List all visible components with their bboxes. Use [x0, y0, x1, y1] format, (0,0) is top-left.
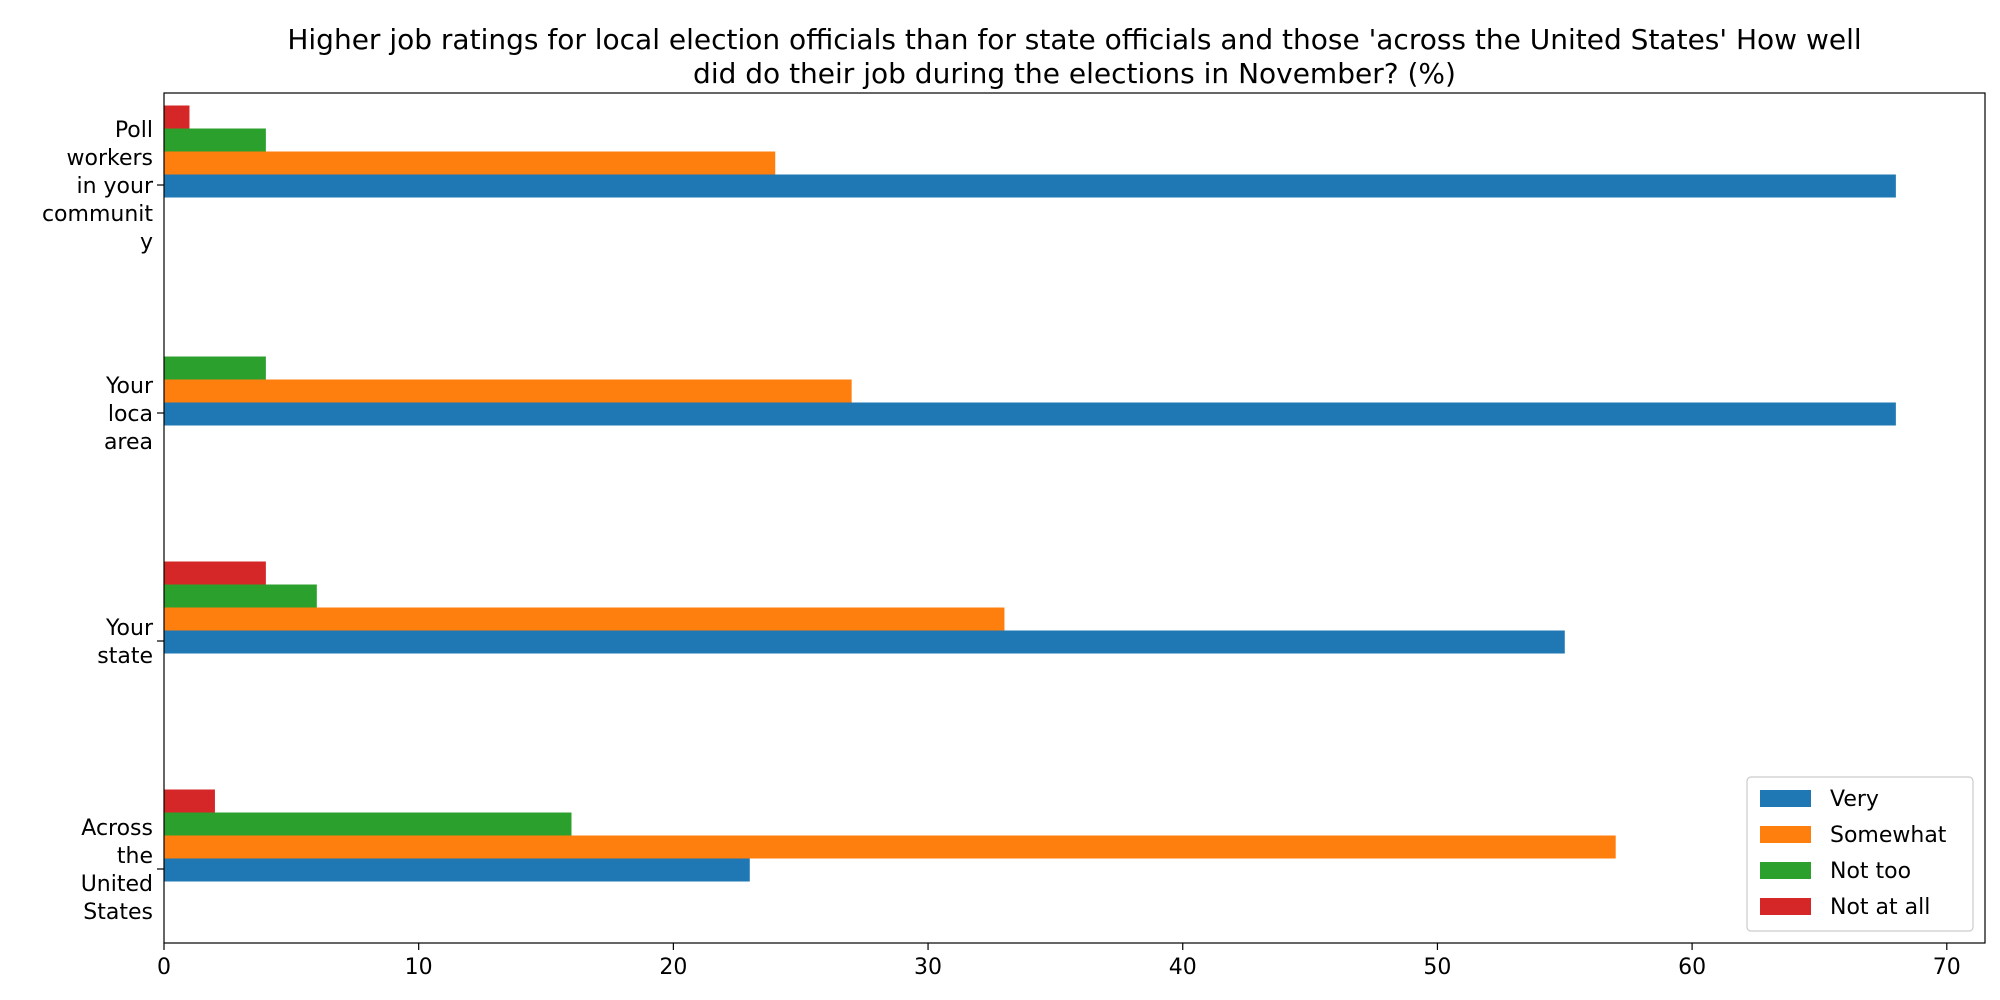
bar-not-at-all: [164, 105, 190, 129]
bar-not-too: [164, 128, 266, 152]
bar-not-too: [164, 584, 317, 608]
legend-swatch: [1760, 862, 1811, 879]
bar-not-too: [164, 356, 266, 380]
y-tick-label: Your loca area: [104, 374, 154, 455]
y-tick-label: Poll workers in your communit y: [42, 118, 154, 255]
y-axis: Across the United States Your state Your loca ar…: [42, 118, 164, 925]
bar-very: [164, 858, 750, 882]
plot-frame: [163, 92, 1986, 944]
bar-not-at-all: [164, 561, 266, 585]
legend-label: Not too: [1830, 859, 1911, 884]
legend-frame: [1746, 776, 1974, 932]
x-tick-label: 20: [659, 955, 687, 980]
bar-somewhat: [164, 379, 852, 403]
legend-label: Not at all: [1830, 895, 1930, 920]
bars: [164, 105, 1896, 882]
x-tick-label: 50: [1423, 955, 1451, 980]
x-tick-label: 0: [157, 955, 171, 980]
bar-somewhat: [164, 607, 1005, 631]
legend: Very Somewhat Not too Not at all: [1746, 776, 1974, 932]
chart-title: Higher job ratings for local election of…: [287, 23, 1861, 90]
x-tick-label: 40: [1169, 955, 1197, 980]
x-tick-label: 10: [405, 955, 433, 980]
legend-swatch: [1760, 898, 1811, 915]
legend-swatch: [1760, 826, 1811, 843]
x-axis: 0 10 20 30 40 50 60 70: [157, 943, 1961, 980]
bar-very: [164, 174, 1896, 198]
legend-swatch: [1760, 790, 1811, 807]
title-line: did do their job during the elections in…: [693, 57, 1456, 90]
x-tick-label: 70: [1933, 955, 1961, 980]
title-line: Higher job ratings for local election of…: [287, 23, 1861, 56]
bar-very: [164, 402, 1896, 426]
x-tick-label: 60: [1678, 955, 1706, 980]
bar-somewhat: [164, 151, 776, 175]
y-tick-label: Across the United States: [81, 816, 153, 925]
y-tick-label: Your state: [97, 616, 154, 669]
bar-not-at-all: [164, 789, 215, 813]
bar-not-too: [164, 812, 572, 836]
legend-label: Very: [1830, 787, 1879, 812]
bar-somewhat: [164, 835, 1616, 859]
x-tick-label: 30: [914, 955, 942, 980]
legend-label: Somewhat: [1830, 823, 1947, 848]
bar-very: [164, 630, 1565, 654]
